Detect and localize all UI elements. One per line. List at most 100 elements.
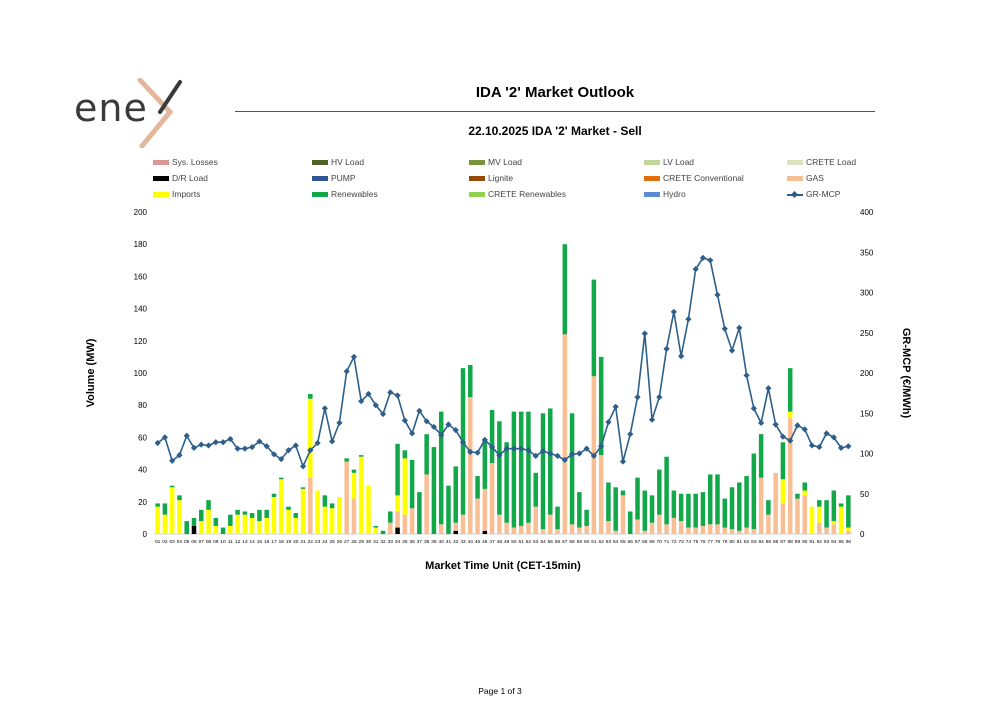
legend-swatch-crete_load — [787, 160, 803, 166]
bar-renewables — [766, 500, 771, 515]
mcp-point — [794, 422, 801, 429]
legend-label-gas: GAS — [806, 173, 824, 183]
bar-renewables — [278, 477, 284, 480]
legend-item-hydro: Hydro — [644, 188, 686, 200]
x-tick-label: 62 — [598, 539, 604, 545]
bar-renewables — [228, 514, 233, 526]
legend-item-gas: GAS — [787, 172, 824, 184]
bar-gas — [344, 461, 349, 534]
y-tick-label: 100 — [134, 369, 148, 378]
x-tick-label: 39 — [431, 539, 437, 545]
logo-text: ene — [74, 86, 148, 130]
bar-renewables — [744, 476, 749, 528]
bar-gas — [737, 530, 742, 534]
x-tick-label: 90 — [802, 539, 808, 545]
legend-item-lignite: Lignite — [469, 172, 513, 184]
mcp-point — [627, 431, 634, 438]
bar-renewables — [155, 503, 160, 507]
mcp-point — [692, 266, 699, 273]
bar-renewables — [453, 466, 458, 523]
y-tick-label: 20 — [138, 498, 147, 507]
x-tick-label: 19 — [286, 539, 292, 545]
bar-imports — [242, 514, 248, 534]
x-tick-label: 87 — [780, 539, 786, 545]
bar-renewables — [555, 506, 560, 530]
mcp-point — [329, 438, 336, 445]
mcp-point — [830, 434, 837, 441]
bar-renewables — [846, 495, 851, 528]
bar-renewables — [351, 469, 357, 473]
bar-renewables — [329, 503, 335, 509]
bar-gas — [351, 498, 357, 534]
x-tick-label: 02 — [162, 539, 168, 545]
y2-tick-label: 250 — [860, 329, 874, 338]
bar-renewables — [373, 525, 379, 528]
bar-renewables — [322, 495, 328, 507]
x-tick-label: 32 — [380, 539, 386, 545]
x-tick-label: 70 — [657, 539, 663, 545]
bar-imports — [315, 490, 320, 534]
x-tick-label: 85 — [766, 539, 772, 545]
bar-renewables — [591, 279, 597, 377]
bar-renewables — [627, 511, 633, 534]
legend-swatch-lv_load — [644, 160, 660, 166]
x-tick-label: 27 — [344, 539, 350, 545]
bar-gas — [569, 524, 575, 534]
bar-gas — [787, 418, 793, 534]
x-tick-label: 50 — [511, 539, 517, 545]
x-tick-label: 03 — [170, 539, 176, 545]
bar-gas — [526, 522, 531, 534]
mcp-point — [430, 423, 438, 431]
mcp-point — [605, 418, 612, 426]
legend-swatch-pump — [312, 176, 328, 182]
bar-renewables — [489, 410, 495, 464]
y-tick-label: 40 — [138, 466, 147, 475]
mcp-point — [663, 345, 670, 352]
y2-tick-label: 50 — [860, 490, 869, 499]
bar-gas — [518, 525, 524, 534]
bar-gas — [482, 488, 488, 531]
legend-item-mcp: GR-MCP — [787, 188, 840, 200]
bar-imports — [358, 456, 364, 534]
bar-renewables — [693, 493, 698, 528]
bar-gas — [678, 521, 684, 534]
bar-imports — [373, 527, 379, 534]
bar-imports — [337, 496, 342, 534]
x-tick-label: 38 — [424, 539, 430, 545]
bar-renewables — [409, 459, 415, 509]
x-tick-label: 94 — [831, 539, 837, 545]
mcp-point — [292, 442, 299, 449]
bar-renewables — [780, 442, 786, 480]
x-tick-label: 91 — [809, 539, 815, 545]
bar-gas — [489, 463, 495, 534]
mcp-point — [823, 430, 830, 437]
bar-gas — [533, 506, 538, 534]
x-tick-label: 11 — [228, 539, 233, 545]
y-tick-label: 160 — [134, 272, 148, 281]
bar-imports — [235, 514, 240, 534]
legend-label-hv_load: HV Load — [331, 157, 365, 167]
legend-swatch-hv_load — [312, 160, 328, 166]
bar-imports — [366, 485, 371, 534]
bar-renewables — [395, 443, 400, 496]
x-tick-label: 01 — [155, 539, 161, 545]
bar-imports — [329, 508, 335, 534]
bar-gas — [388, 522, 393, 534]
page-title: IDA '2' Market Outlook — [475, 84, 635, 101]
bar-gas — [606, 521, 611, 534]
bar-imports — [351, 472, 357, 499]
x-tick-label: 33 — [388, 539, 394, 545]
bar-renewables — [482, 439, 488, 489]
x-tick-label: 59 — [577, 539, 583, 545]
bar-gas — [468, 397, 473, 534]
mcp-point — [808, 442, 816, 449]
mcp-point — [350, 353, 358, 361]
bar-renewables — [380, 530, 386, 534]
mcp-point — [765, 385, 772, 392]
x-tick-label: 73 — [678, 539, 684, 545]
bar-renewables — [657, 469, 662, 515]
bar-gas — [729, 529, 735, 534]
mcp-point — [372, 402, 379, 409]
legend-swatch-mv_load — [469, 160, 485, 166]
x-tick-label: 66 — [628, 539, 634, 545]
